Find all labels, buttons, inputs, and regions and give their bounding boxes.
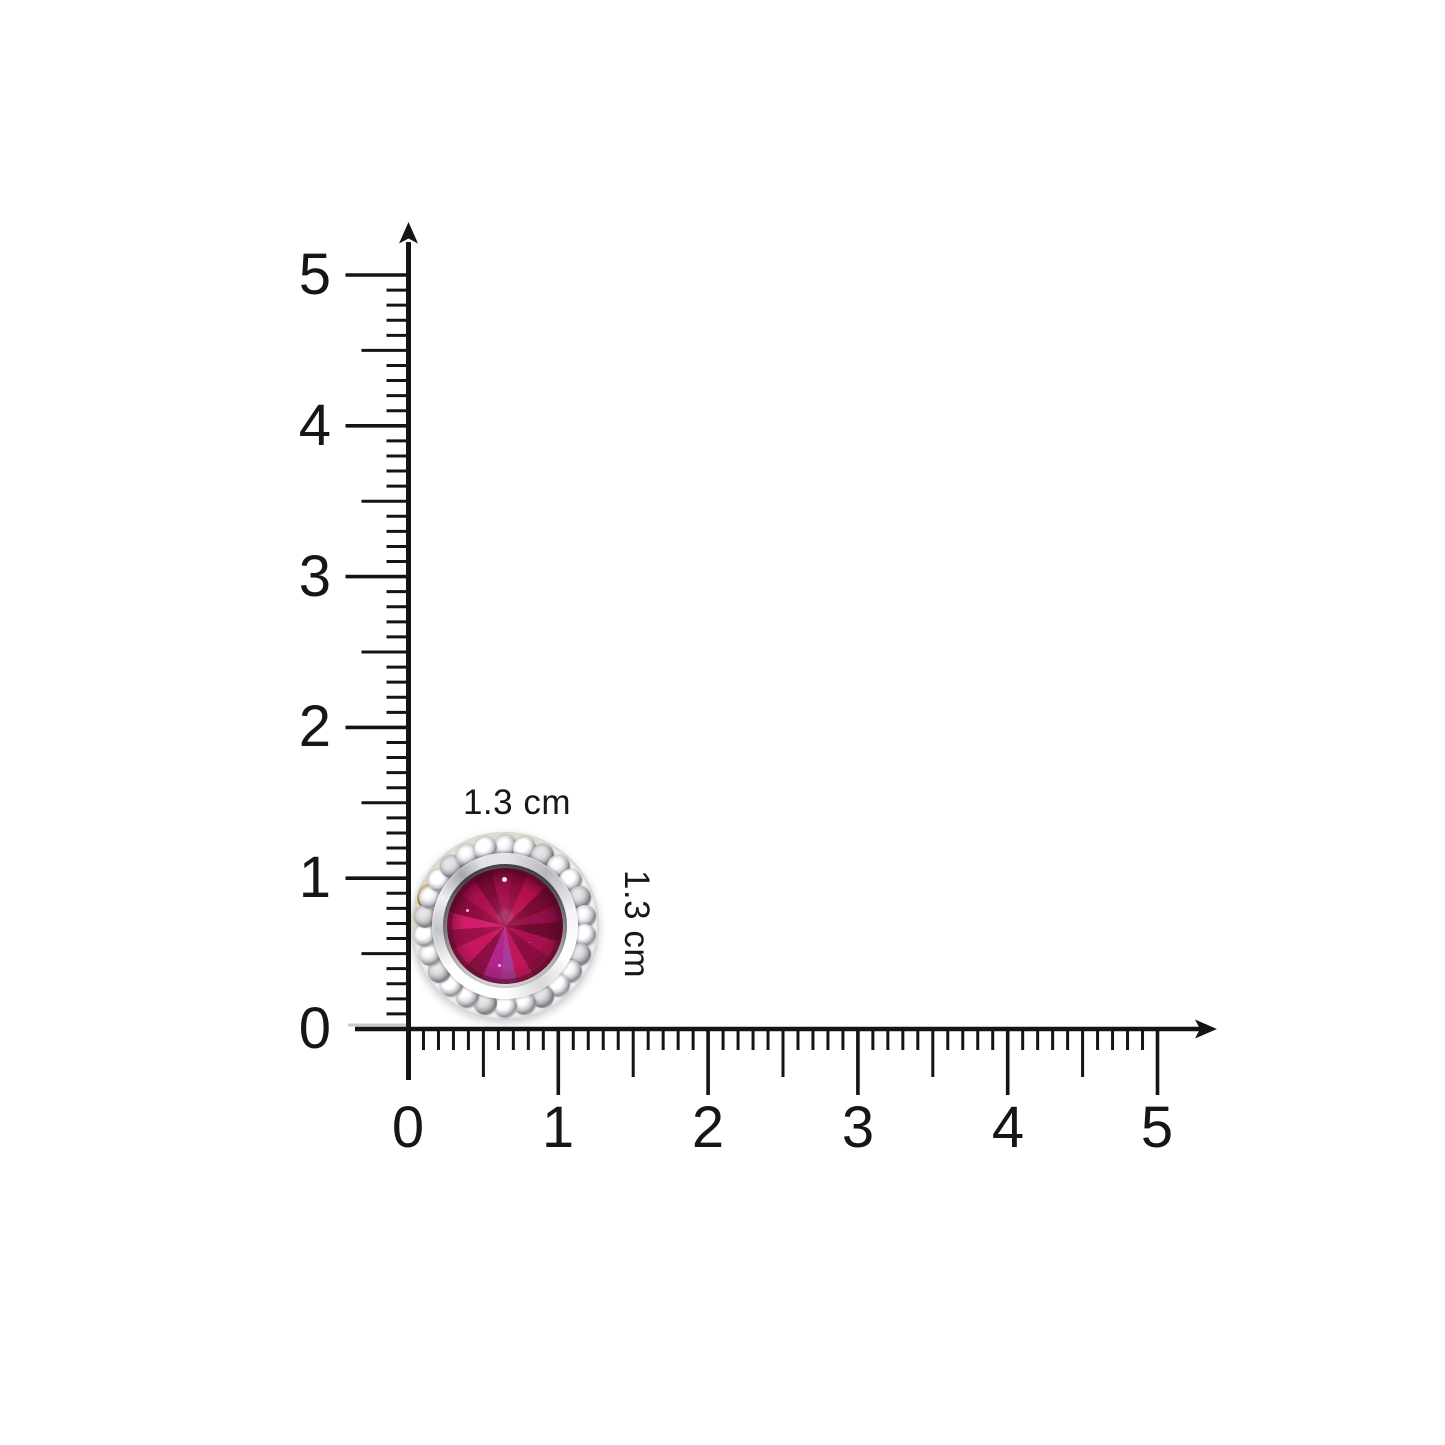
earring-photo <box>411 832 599 1020</box>
halo-diamond <box>493 994 517 1018</box>
y-axis-label-5: 5 <box>298 242 331 307</box>
y-axis-label-4: 4 <box>298 393 331 458</box>
halo-diamond <box>493 834 517 858</box>
halo-diamond <box>414 904 438 928</box>
halo-diamond <box>572 904 596 928</box>
x-axis-label-3: 3 <box>841 1095 875 1160</box>
y-axis-label-0: 0 <box>298 996 331 1061</box>
x-axis-label-4: 4 <box>991 1095 1025 1160</box>
ruby-gemstone <box>447 868 563 984</box>
halo-diamond <box>414 924 438 948</box>
halo-diamond <box>572 924 596 948</box>
height-measurement-label: 1.3 cm <box>617 869 656 979</box>
y-axis-label-3: 3 <box>298 544 331 609</box>
y-axis-label-2: 2 <box>298 694 331 759</box>
halo-diamond <box>512 992 536 1016</box>
x-axis-label-0: 0 <box>391 1095 425 1160</box>
width-measurement-label: 1.3 cm <box>462 783 572 822</box>
y-axis-label-1: 1 <box>298 845 331 910</box>
x-axis-label-5: 5 <box>1140 1095 1174 1160</box>
x-axis-label-2: 2 <box>691 1095 725 1160</box>
x-axis-label-1: 1 <box>541 1095 575 1160</box>
